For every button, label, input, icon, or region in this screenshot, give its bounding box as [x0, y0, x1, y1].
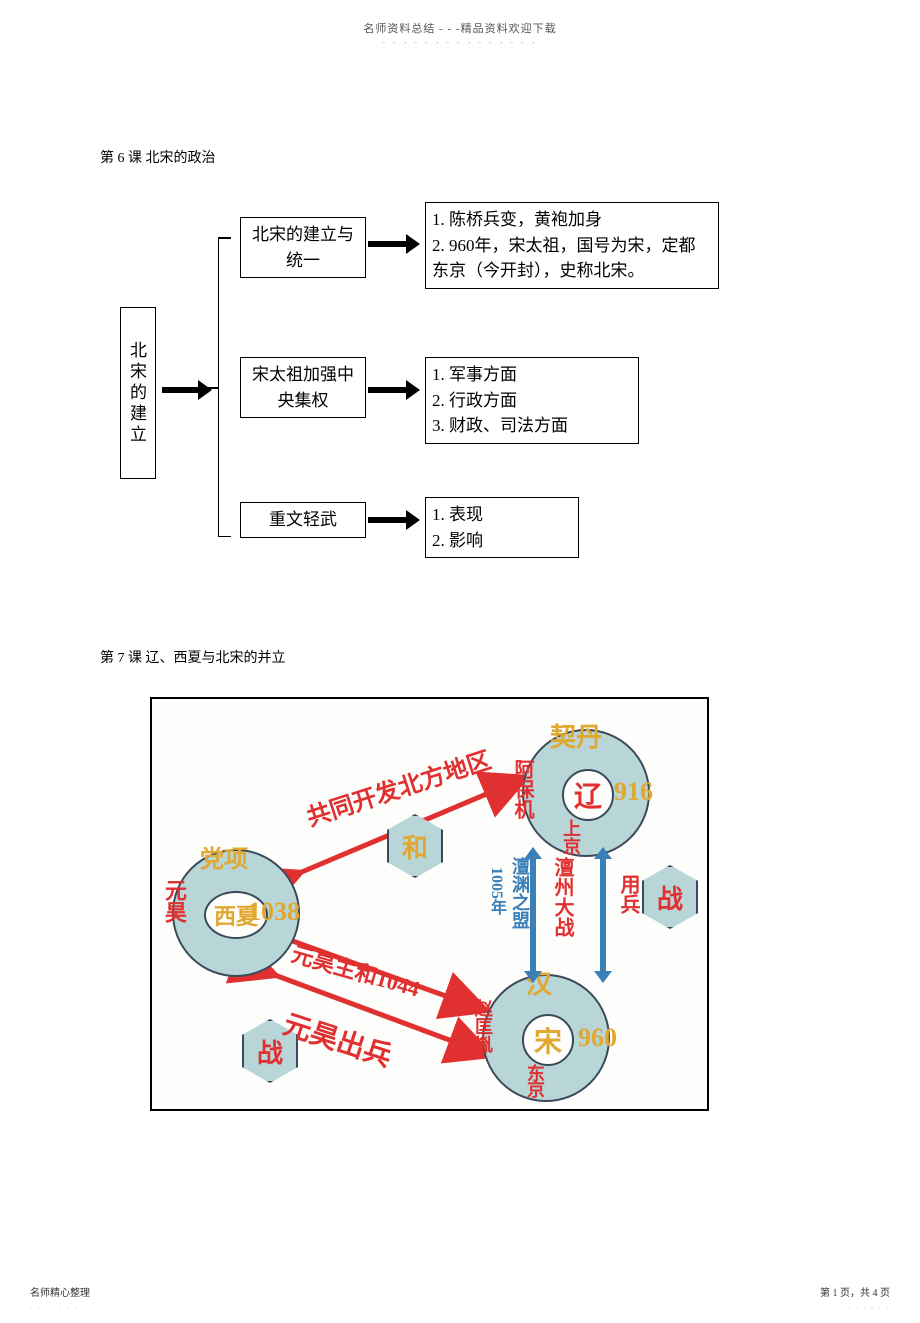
branch1-mid: 北宋的建立与统一 — [240, 217, 366, 278]
header-dots: - - - - - - - - - - - - - - - — [0, 38, 920, 47]
xixia-year: 1038 — [248, 897, 300, 927]
edge-chanzhou: 澶州大战 — [548, 857, 577, 937]
edge-yongbing: 用兵 — [614, 874, 643, 914]
branch2-detail: 1. 军事方面 2. 行政方面 3. 财政、司法方面 — [425, 357, 639, 444]
lesson7-title: 第 7 课 辽、西夏与北宋的并立 — [100, 647, 920, 667]
footer-dots-left: . . . . . . . — [30, 1303, 79, 1311]
footer-right: 第 1 页，共 4 页 — [820, 1284, 890, 1299]
hex-zhan1: 战 — [642, 865, 698, 929]
liao-year: 916 — [614, 777, 653, 807]
edge-chanyuan-meng: 澶渊之盟 — [507, 857, 533, 929]
lesson6-title: 第 6 课 北宋的政治 — [100, 147, 920, 167]
hex-he: 和 — [387, 814, 443, 878]
page: 名师资料总结 - - -精品资料欢迎下载 - - - - - - - - - -… — [0, 0, 920, 1323]
branch2-mid: 宋太祖加强中央集权 — [240, 357, 366, 418]
song-capital: 东京 — [522, 1064, 548, 1096]
arrow-root — [162, 387, 200, 393]
arrow-b2 — [368, 387, 408, 393]
diagram-lesson6: 北宋的建立 北宋的建立与统一 1. 陈桥兵变，黄袍加身 2. 960年，宋太祖，… — [120, 197, 760, 567]
liao-name: 辽 — [574, 775, 602, 815]
branch1-detail: 1. 陈桥兵变，黄袍加身 2. 960年，宋太祖，国号为宋，定都东京（今开封），… — [425, 202, 719, 289]
liao-capital: 上京 — [558, 819, 584, 855]
edge-north: 共同开发北方地区 — [301, 740, 494, 833]
header-text: 名师资料总结 - - -精品资料欢迎下载 — [0, 20, 920, 36]
blue-line-right — [600, 859, 606, 971]
footer-dots-right: . . . . . . . — [841, 1303, 890, 1311]
liao-founder: 阿保机 — [508, 759, 537, 819]
edge-yuanhao-he: 元昊主和1044 — [288, 936, 424, 1003]
branch3-mid: 重文轻武 — [240, 502, 366, 538]
song-name: 宋 — [534, 1020, 562, 1060]
liao-ethnic: 契丹 — [550, 717, 602, 754]
root-box: 北宋的建立 — [120, 307, 156, 479]
footer-left: 名师精心整理 — [30, 1284, 90, 1299]
bracket — [218, 237, 219, 537]
xixia-founder: 元昊 — [158, 879, 190, 923]
branch3-detail: 1. 表现 2. 影响 — [425, 497, 579, 558]
xixia-ethnic: 党项 — [200, 839, 248, 874]
edge-chanyuan-year: 1005年 — [484, 867, 508, 915]
arrow-b1 — [368, 241, 408, 247]
song-founder: 赵匡胤 — [470, 999, 496, 1053]
diagram-lesson7: 辽 契丹 阿保机 916 上京 西夏 党项 元昊 1038 宋 汉 赵匡胤 96… — [150, 697, 709, 1111]
song-year: 960 — [578, 1023, 617, 1053]
arrow-b3 — [368, 517, 408, 523]
